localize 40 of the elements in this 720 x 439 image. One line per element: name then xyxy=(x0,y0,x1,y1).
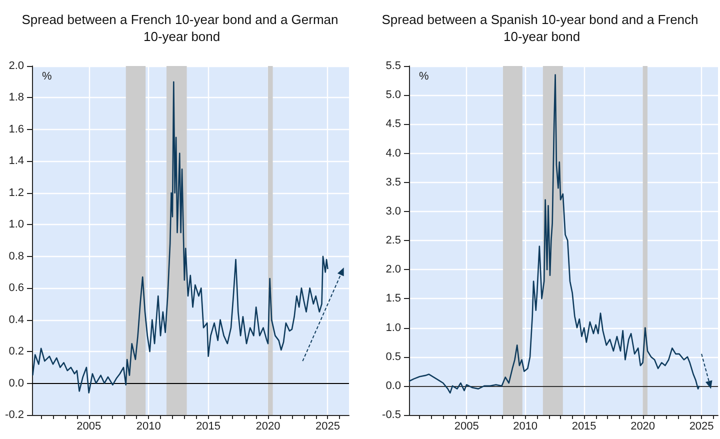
y-tick-label: 2.0 xyxy=(8,60,24,72)
x-tick-label: 2005 xyxy=(454,420,479,432)
y-tick-label: 0.8 xyxy=(8,250,24,262)
line-series xyxy=(32,81,328,394)
x-tick-label: 2010 xyxy=(136,420,161,432)
x-tick-label: 2025 xyxy=(315,420,340,432)
y-tick-label: 0.0 xyxy=(386,380,401,392)
y-tick-label: 4.0 xyxy=(386,147,401,160)
y-tick-label: 1.0 xyxy=(8,218,24,231)
y-axis-title: % xyxy=(419,70,429,82)
x-tick-label: 2015 xyxy=(196,420,221,432)
x-tick-label: 2010 xyxy=(513,420,538,432)
y-tick-label: 0.2 xyxy=(8,346,24,358)
y-tick-label: 1.5 xyxy=(386,292,401,305)
y-tick-label: 1.2 xyxy=(8,186,24,199)
chart-title: Spread between a Spanish 10-year bond and a French 10-year bond xyxy=(382,12,698,44)
x-tick-label: 2025 xyxy=(689,420,714,432)
y-tick-label: -0.2 xyxy=(5,409,24,421)
y-tick-label: 4.5 xyxy=(386,118,401,130)
y-tick-label: 0.0 xyxy=(8,377,24,390)
x-tick-label: 2005 xyxy=(76,420,102,432)
y-axis-title: % xyxy=(42,70,52,82)
x-tick-label: 2020 xyxy=(630,420,656,432)
y-tick-label: 1.8 xyxy=(8,92,24,104)
x-tick-label: 2020 xyxy=(256,420,280,432)
y-tick-label: -0.5 xyxy=(382,409,401,421)
y-tick-label: 3.0 xyxy=(386,205,401,218)
y-tick-label: 1.6 xyxy=(8,123,24,136)
y-tick-label: 1.4 xyxy=(8,155,24,168)
y-tick-label: 1.0 xyxy=(386,322,401,334)
y-tick-label: 0.4 xyxy=(8,314,24,326)
x-tick-label: 2015 xyxy=(572,420,596,432)
y-tick-label: 0.5 xyxy=(386,350,401,363)
chart-title: Spread between a French 10-year bond and a German 10-year bond xyxy=(22,12,338,44)
y-tick-label: 2.5 xyxy=(386,234,401,246)
y-tick-label: 2.0 xyxy=(386,264,401,276)
y-tick-label: 5.5 xyxy=(386,60,401,72)
y-tick-label: 3.5 xyxy=(386,176,401,188)
y-tick-label: 0.6 xyxy=(8,282,24,294)
y-tick-label: 5.0 xyxy=(386,89,401,102)
